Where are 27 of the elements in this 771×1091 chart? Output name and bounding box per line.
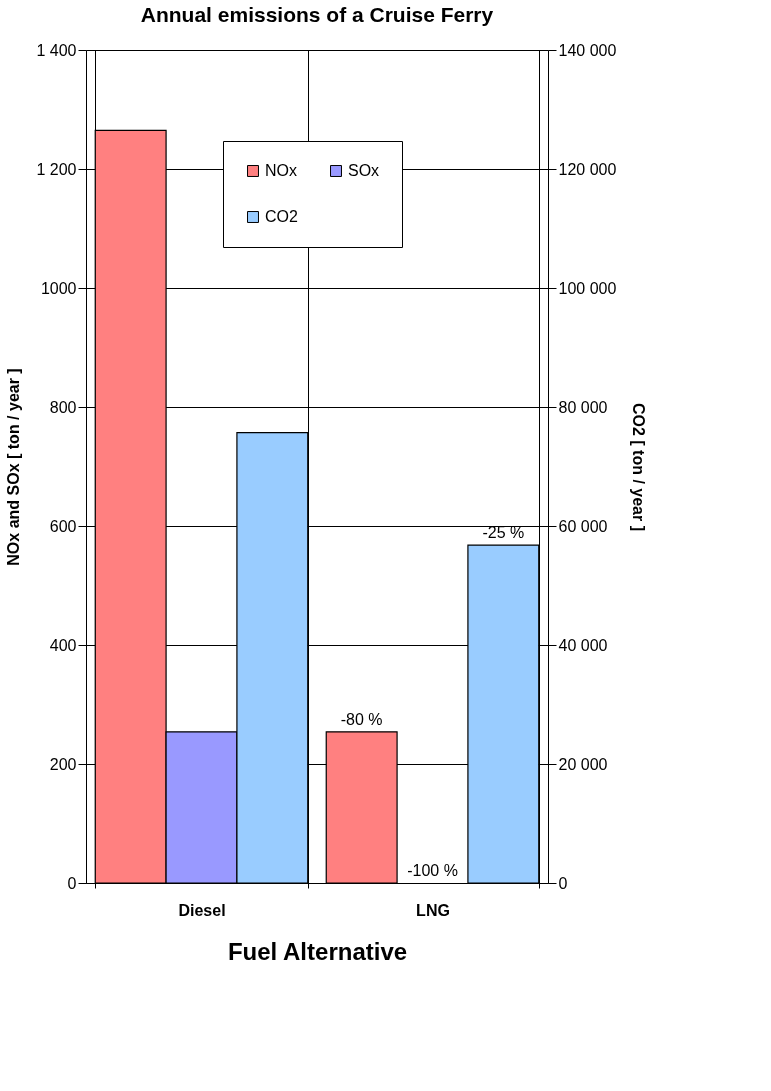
y2-tick-label: 60 000 — [558, 517, 608, 535]
y-tick-label: 800 — [49, 398, 77, 416]
y2-axis-title: CO2 [ ton / year ] — [630, 402, 648, 532]
y2-tick-label: 120 000 — [558, 160, 617, 178]
y2-tick-label: 100 000 — [558, 279, 617, 297]
y-tick-label: 200 — [49, 755, 77, 773]
y2-tick-label: 20 000 — [558, 755, 608, 773]
chart-title: Annual emissions of a Cruise Ferry — [140, 3, 494, 26]
y-tick-label: 0 — [67, 874, 77, 892]
annotation: -100 % — [407, 862, 458, 879]
x-tick-label: Diesel — [178, 901, 226, 919]
y2-tick-label: 80 000 — [558, 398, 608, 416]
y-axis-title: NOx and SOx [ ton / year ] — [5, 368, 23, 566]
y-tick-label: 1 400 — [36, 41, 77, 59]
y-tick-label: 400 — [49, 636, 77, 654]
annotation: -80 % — [340, 710, 383, 728]
legend-label: SOx — [348, 162, 380, 179]
y2-tick-label: 0 — [558, 874, 568, 892]
y2-tick-label: 40 000 — [558, 636, 608, 654]
y2-tick-label: 140 000 — [558, 41, 617, 59]
x-tick-label: LNG — [416, 901, 450, 919]
x-axis-title: Fuel Alternative — [227, 937, 408, 965]
y-tick-label: 600 — [49, 517, 77, 535]
y-tick-label: 1000 — [40, 279, 77, 297]
legend-label: NOx — [265, 162, 297, 179]
legend-label: CO2 — [265, 208, 298, 225]
y-tick-label: 1 200 — [36, 160, 77, 178]
